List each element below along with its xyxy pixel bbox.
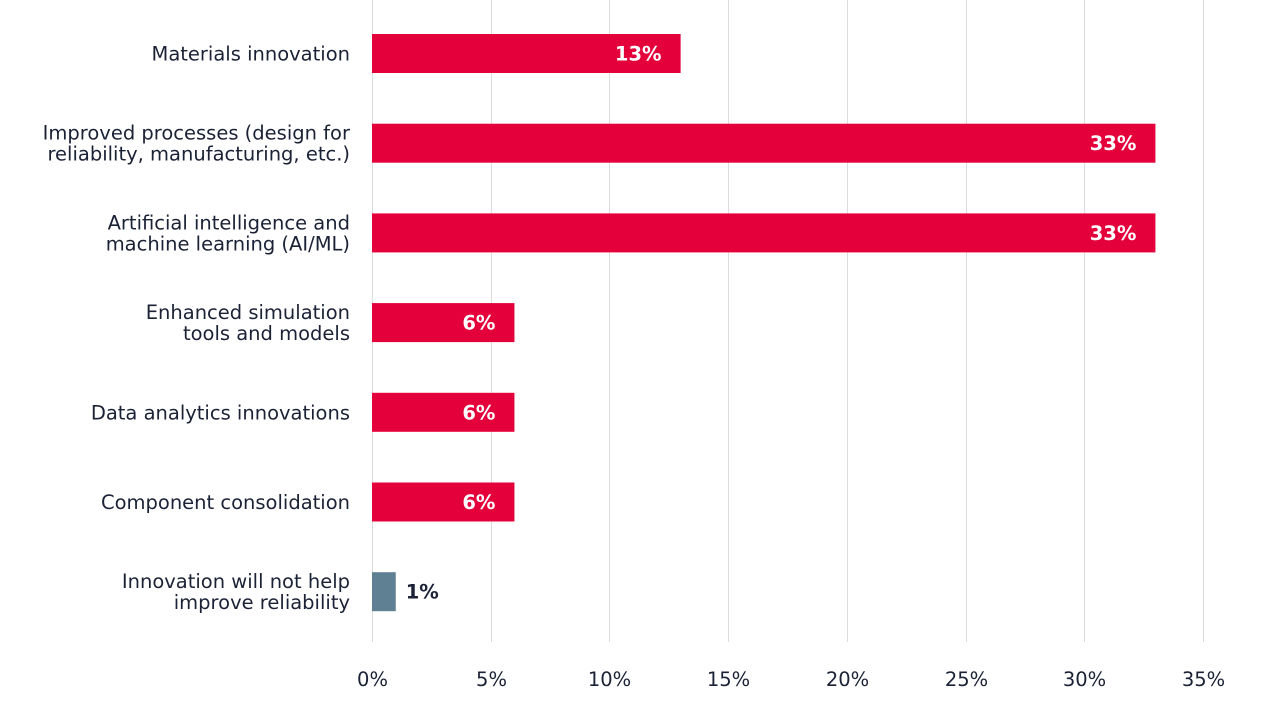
x-tick-label: 25% [945,668,988,691]
bar [372,482,515,522]
data-label: 6% [462,312,495,335]
x-tick-label: 15% [707,668,750,691]
category-label: improve reliability [174,591,350,614]
data-label: 33% [1090,132,1137,155]
x-tick-label: 0% [357,668,388,691]
category-label: Component consolidation [101,491,350,514]
category-label: tools and models [183,322,350,345]
bar [372,572,396,612]
bar [372,213,1156,253]
category-label: Enhanced simulation [146,301,350,324]
x-axis-tick-labels: 0% 5% 10% 15% 20% 25% 30% 35% [357,668,1225,691]
category-label: Data analytics innovations [91,401,350,424]
x-tick-label: 20% [826,668,869,691]
x-tick-label: 5% [476,668,507,691]
category-label: Innovation will not help [122,570,350,593]
x-tick-label: 30% [1063,668,1106,691]
category-label: Artificial intelligence and [108,211,350,234]
category-label: machine learning (AI/ML) [106,232,350,255]
bar [372,303,515,343]
bar [372,34,681,73]
category-label: reliability, manufacturing, etc.) [47,143,350,166]
data-label: 1% [406,581,439,604]
x-tick-label: 10% [588,668,631,691]
x-tick-label: 35% [1182,668,1225,691]
data-label: 6% [462,491,495,514]
data-labels: 13% 33% 33% 6% 6% 6% 1% [406,43,1137,604]
data-label: 13% [615,43,662,66]
category-label: Materials innovation [152,43,351,66]
data-label: 33% [1090,222,1137,245]
category-labels: Materials innovation Improved processes (… [43,43,351,615]
bars [372,34,1156,612]
bar [372,392,515,432]
category-label: Improved processes (design for [43,122,351,145]
bar [372,123,1156,163]
gridlines [372,0,1204,642]
data-label: 6% [462,401,495,424]
